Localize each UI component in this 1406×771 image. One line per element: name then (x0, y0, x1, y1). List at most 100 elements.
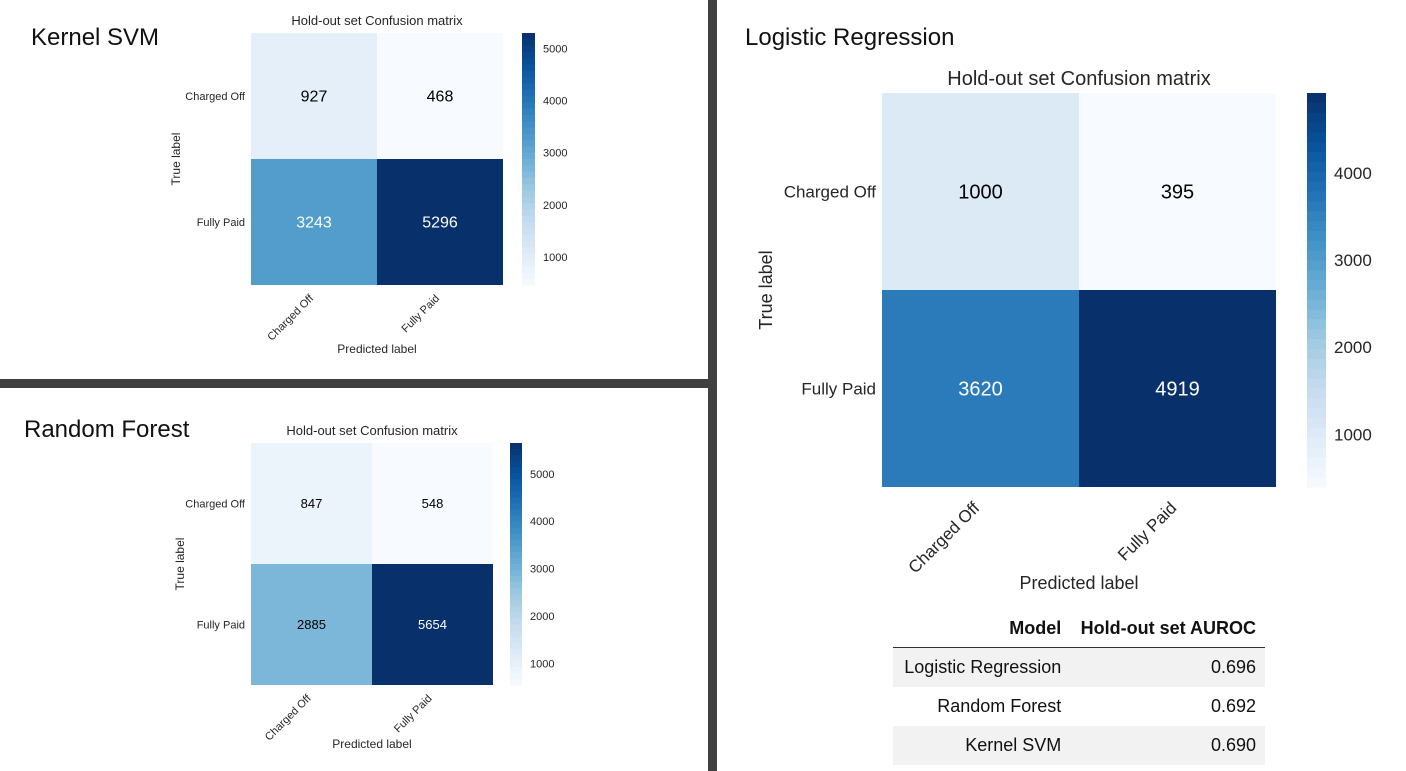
svm-confusion-matrix: Hold-out set Confusion matrix 927 468 3243 5… (169, 13, 567, 356)
colorbar-segment (510, 636, 522, 644)
matrix-cell (251, 564, 372, 685)
auroc-table: Model Hold-out set AUROC Logistic Regres… (893, 610, 1265, 765)
colorbar-segment (1307, 368, 1326, 380)
colorbar-segment (522, 146, 535, 154)
colorbar-segment (1307, 290, 1326, 301)
colorbar-segment (510, 678, 522, 686)
y-tick-label: Fully Paid (197, 619, 245, 631)
colorbar-segment (510, 588, 522, 595)
colorbar-segment (1307, 378, 1326, 390)
colorbar-segment (1307, 191, 1326, 202)
colorbar-segment (1307, 122, 1326, 133)
colorbar-segment (510, 666, 522, 674)
colorbar-segment (510, 564, 522, 571)
random-forest-panel: Random Forest Hold-out set Confusion mat… (0, 388, 708, 771)
colorbar-segment (1307, 250, 1326, 262)
x-axis-label: Predicted label (1019, 573, 1138, 593)
colorbar-segment (522, 171, 535, 179)
matrix-cell (372, 443, 493, 564)
colorbar-segment (522, 58, 535, 66)
chart-title: Hold-out set Confusion matrix (286, 423, 458, 438)
colorbar-segment (522, 165, 535, 173)
panel-title-logistic-regression: Logistic Regression (745, 24, 955, 51)
model-cell: Logistic Regression (893, 647, 1071, 687)
y-axis-label: True label (169, 133, 183, 186)
colorbar-segment (1307, 418, 1326, 429)
colorbar-tick-label: 4000 (1334, 164, 1372, 183)
cell-value-label: 468 (427, 89, 454, 106)
colorbar-segment (510, 521, 522, 529)
colorbar-segment (522, 70, 535, 78)
colorbar-segment (510, 449, 522, 456)
colorbar-segment (510, 648, 522, 656)
colorbar-segment (1307, 211, 1326, 222)
table-row: Logistic Regression 0.696 (893, 647, 1265, 687)
table-row: Kernel SVM 0.690 (893, 726, 1265, 765)
colorbar-segment (522, 64, 535, 72)
colorbar-segment (1307, 201, 1326, 212)
colorbar-segment (510, 618, 522, 626)
colorbar-segment (522, 253, 535, 261)
colorbar-segment (510, 485, 522, 492)
colorbar-segment (1307, 270, 1326, 281)
colorbar-segment (510, 630, 522, 638)
colorbar-segment (1307, 427, 1326, 439)
x-tick-label: Charged Off (265, 292, 316, 343)
matrix-cell (377, 159, 503, 285)
colorbar-segment (522, 102, 535, 110)
colorbar-segment (510, 576, 522, 583)
cell-value-label: 548 (422, 496, 444, 511)
colorbar-segment (522, 209, 535, 217)
y-tick-label: Fully Paid (197, 217, 245, 229)
colorbar-segment (510, 473, 522, 480)
auroc-cell: 0.690 (1070, 726, 1265, 765)
x-tick-label: Charged Off (905, 498, 984, 577)
colorbar-segment (510, 654, 522, 662)
colorbar-segment (510, 533, 522, 541)
colorbar-segment (510, 660, 522, 668)
colorbar-segment (510, 600, 522, 607)
colorbar-segment (522, 203, 535, 210)
y-tick-label: Fully Paid (801, 379, 876, 398)
colorbar-tick-label: 1000 (530, 658, 554, 670)
table-header-row: Model Hold-out set AUROC (893, 610, 1265, 648)
colorbar-segment (510, 509, 522, 517)
lr-confusion-matrix: Hold-out set Confusion matrix 1000 395 3620… (756, 68, 1372, 593)
y-tick-label: Charged Off (784, 182, 877, 201)
x-tick-label: Charged Off (263, 692, 314, 743)
table-row: Random Forest 0.692 (893, 687, 1265, 726)
y-tick-label: Charged Off (185, 498, 246, 510)
x-tick-label: Fully Paid (1114, 498, 1180, 564)
colorbar-segment (522, 127, 535, 135)
colorbar-segment (510, 582, 522, 589)
chart-title: Hold-out set Confusion matrix (947, 68, 1210, 90)
auroc-cell: 0.692 (1210, 696, 1256, 716)
colorbar-segment (1307, 102, 1326, 114)
colorbar-tick-label: 2000 (543, 200, 567, 212)
colorbar-segment (1307, 142, 1326, 153)
y-tick-label: Charged Off (185, 91, 246, 103)
colorbar-segment (1307, 339, 1326, 350)
colorbar-segment (522, 240, 535, 248)
x-tick-label: Fully Paid (392, 693, 435, 736)
colorbar-tick-label: 1000 (1334, 425, 1372, 444)
kernel-svm-panel: Kernel SVM Hold-out set Confusion matrix… (0, 0, 708, 379)
colorbar-segment (1307, 299, 1326, 311)
matrix-cell (882, 93, 1079, 290)
colorbar-segment (522, 184, 535, 192)
cell-value-label: 5654 (418, 617, 447, 632)
colorbar-segment (522, 278, 535, 286)
colorbar-segment (510, 551, 522, 559)
colorbar-segment (1307, 447, 1326, 459)
colorbar-segment (522, 196, 535, 204)
colorbar-segment (510, 570, 522, 577)
colorbar-segment (522, 45, 535, 53)
colorbar-segment (522, 177, 535, 185)
logistic-regression-panel: Logistic Regression Hold-out set Confusi… (717, 0, 1406, 771)
colorbar-segment (522, 89, 535, 97)
matrix-cell (1079, 290, 1276, 487)
colorbar-segment (1307, 221, 1326, 232)
colorbar-segment (510, 503, 522, 511)
colorbar-tick-label: 4000 (543, 95, 567, 107)
matrix-cell (882, 290, 1079, 487)
